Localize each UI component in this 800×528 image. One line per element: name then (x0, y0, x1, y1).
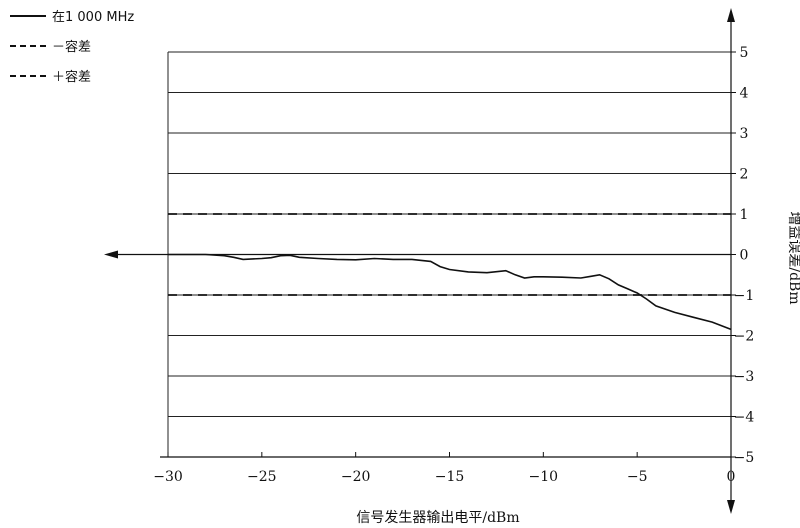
y-axis-arrow-down (727, 500, 735, 514)
legend-label: 在1 000 MHz (52, 10, 135, 25)
legend-swatch-solid (10, 15, 46, 17)
x-tick-label: −15 (435, 469, 465, 485)
zero-line-arrow (104, 250, 118, 259)
y-axis-title: 增益误差/dBm (786, 211, 800, 304)
legend-label: －容差 (52, 40, 92, 55)
y-tick-label: 1 (740, 207, 749, 223)
y-tick-label: 2 (740, 167, 749, 183)
x-tick-label: −30 (153, 469, 183, 485)
legend-label: ＋容差 (52, 70, 92, 85)
x-tick-label: −5 (627, 469, 648, 485)
y-tick-label: −3 (734, 369, 755, 385)
x-tick-label: −25 (247, 469, 277, 485)
x-tick-label: −20 (341, 469, 371, 485)
y-tick-label: 3 (740, 126, 749, 142)
y-tick-label: −5 (734, 450, 755, 466)
y-tick-label: −1 (734, 288, 755, 304)
x-tick-label: −10 (529, 469, 559, 485)
y-tick-label: 4 (740, 86, 749, 102)
legend-swatch-dashed (10, 45, 46, 47)
series-line-measured (168, 253, 732, 331)
y-tick-label: −2 (734, 329, 755, 345)
y-tick-label: 0 (740, 248, 749, 264)
y-axis-arrow-up (727, 8, 735, 22)
ticks: −30 −25 −20 −15 −10 −5 0 5 4 3 2 1 0 −1 −2 −3 −4 −5 (153, 45, 754, 485)
y-tick-label: 5 (740, 45, 749, 61)
legend-swatch-dashed (10, 75, 46, 77)
x-tick-label: 0 (727, 469, 736, 485)
y-tick-label: −4 (734, 410, 755, 426)
x-axis-title: 信号发生器输出电平/dBm (356, 510, 519, 526)
series (168, 213, 732, 331)
